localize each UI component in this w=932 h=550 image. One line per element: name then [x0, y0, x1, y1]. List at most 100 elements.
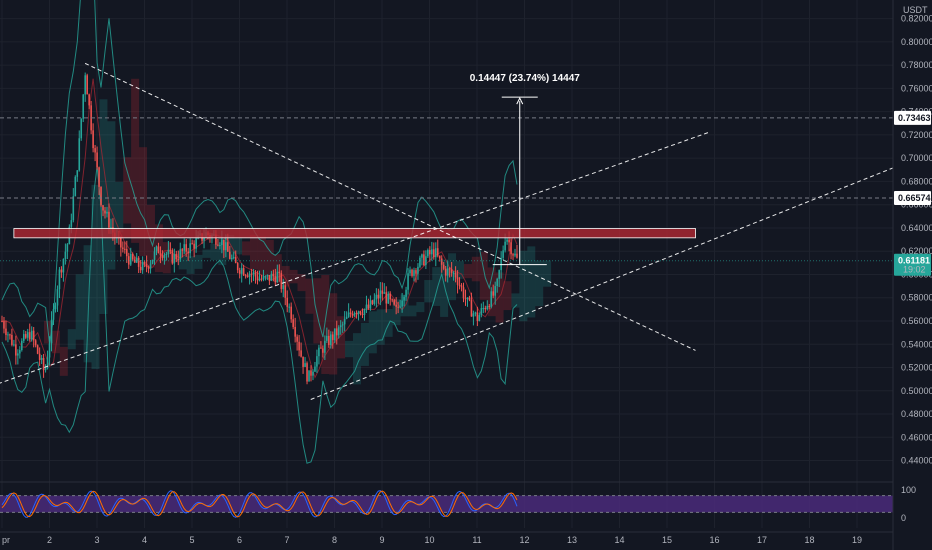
candle-body	[254, 272, 257, 277]
candle-body	[246, 275, 249, 277]
cloud-segment	[440, 259, 449, 317]
trendline-descending[interactable]	[84, 62, 696, 351]
osc-tick-label: 100	[901, 485, 916, 495]
cloud-segment	[360, 322, 369, 366]
candle-body	[320, 347, 322, 349]
candle-body	[466, 297, 469, 300]
candle-body	[215, 234, 217, 245]
cloud-segment	[289, 269, 298, 284]
candle-body	[36, 345, 39, 354]
cloud-segment	[186, 256, 195, 274]
candle-body	[9, 334, 11, 336]
cloud-segment	[115, 181, 124, 233]
price-tick-label: 0.72000	[901, 130, 932, 140]
trendline-ascending-lower[interactable]	[310, 167, 893, 400]
candle-body	[11, 334, 13, 345]
candle-body	[300, 350, 302, 357]
cloud-segment	[51, 330, 60, 354]
stoch-rsi-panel	[0, 481, 893, 518]
price-line-tag[interactable]	[894, 110, 931, 125]
candle-body	[409, 269, 411, 274]
candle-body	[223, 239, 225, 251]
candle-body	[431, 249, 433, 255]
candle-body	[44, 368, 47, 371]
cloud-segment	[210, 243, 219, 261]
price-tick-label: 0.46000	[901, 432, 932, 442]
candle-body	[490, 291, 493, 307]
resistance-zone[interactable]	[13, 228, 696, 239]
candle-body	[460, 285, 463, 288]
candle-body	[219, 245, 221, 247]
candle-body	[232, 257, 235, 259]
candle-body	[298, 341, 300, 351]
candle-body	[270, 273, 273, 281]
cloud-segment	[337, 316, 346, 359]
cloud-segment	[59, 346, 68, 376]
candle-body	[181, 249, 184, 251]
candle-body	[345, 316, 348, 319]
price-tick-label: 0.58000	[901, 293, 932, 303]
candle-body	[98, 167, 100, 187]
candle-body	[153, 251, 156, 260]
candle-body	[124, 248, 126, 250]
candle-body	[306, 363, 308, 382]
cloud-segment	[123, 157, 132, 224]
candle-body	[145, 263, 148, 267]
time-tick-label: pr	[2, 535, 10, 545]
grid	[0, 0, 893, 528]
candle-body	[488, 305, 491, 307]
candle-body	[482, 307, 485, 309]
candle-body	[399, 306, 401, 308]
candle-body	[349, 312, 352, 315]
price-tick-label: 0.62000	[901, 246, 932, 256]
candle-body	[361, 313, 364, 316]
candle-body	[407, 273, 409, 290]
candle-body	[151, 259, 154, 264]
candle-body	[38, 353, 41, 360]
candle-body	[225, 242, 227, 251]
candle-body	[286, 297, 289, 307]
cloud-segment	[352, 333, 361, 385]
candle-body	[343, 318, 346, 325]
candle-body	[500, 257, 502, 271]
candle-body	[177, 259, 180, 261]
cloud-segment	[242, 241, 251, 256]
trendline-ascending-upper[interactable]	[0, 131, 710, 391]
cloud-segment	[75, 274, 84, 340]
candle-body	[496, 278, 498, 287]
cloud-segment	[321, 275, 330, 374]
price-tick-label: 0.68000	[901, 176, 932, 186]
candle-body	[185, 244, 188, 252]
candle-body	[228, 251, 231, 259]
candle-body	[417, 266, 419, 274]
candle-body	[88, 94, 90, 106]
cloud-segment	[511, 293, 520, 308]
cloud-segment	[416, 302, 425, 313]
price-line-tag-value: 0.66574	[898, 193, 931, 203]
candle-body	[82, 94, 85, 119]
candle-body	[64, 251, 67, 260]
cloud-segment	[345, 340, 354, 358]
cloud-segment	[368, 311, 377, 354]
candle-body	[221, 239, 223, 246]
candle-body	[252, 272, 255, 275]
candle-body	[454, 272, 457, 278]
candle-body	[328, 335, 330, 346]
candle-body	[32, 330, 35, 341]
candle-body	[96, 152, 98, 168]
candle-body	[100, 186, 102, 206]
candle-body	[230, 257, 233, 259]
candle-body	[50, 319, 53, 344]
cloud-segment	[455, 261, 464, 279]
candle-body	[494, 286, 497, 296]
candle-body	[324, 340, 326, 353]
candle-body	[52, 309, 55, 320]
candle-body	[288, 306, 291, 308]
candle-body	[391, 299, 394, 301]
candle-body	[122, 247, 124, 249]
candle-body	[110, 227, 112, 229]
price-line-tag[interactable]	[894, 191, 931, 206]
current-price-tag[interactable]	[894, 253, 931, 276]
